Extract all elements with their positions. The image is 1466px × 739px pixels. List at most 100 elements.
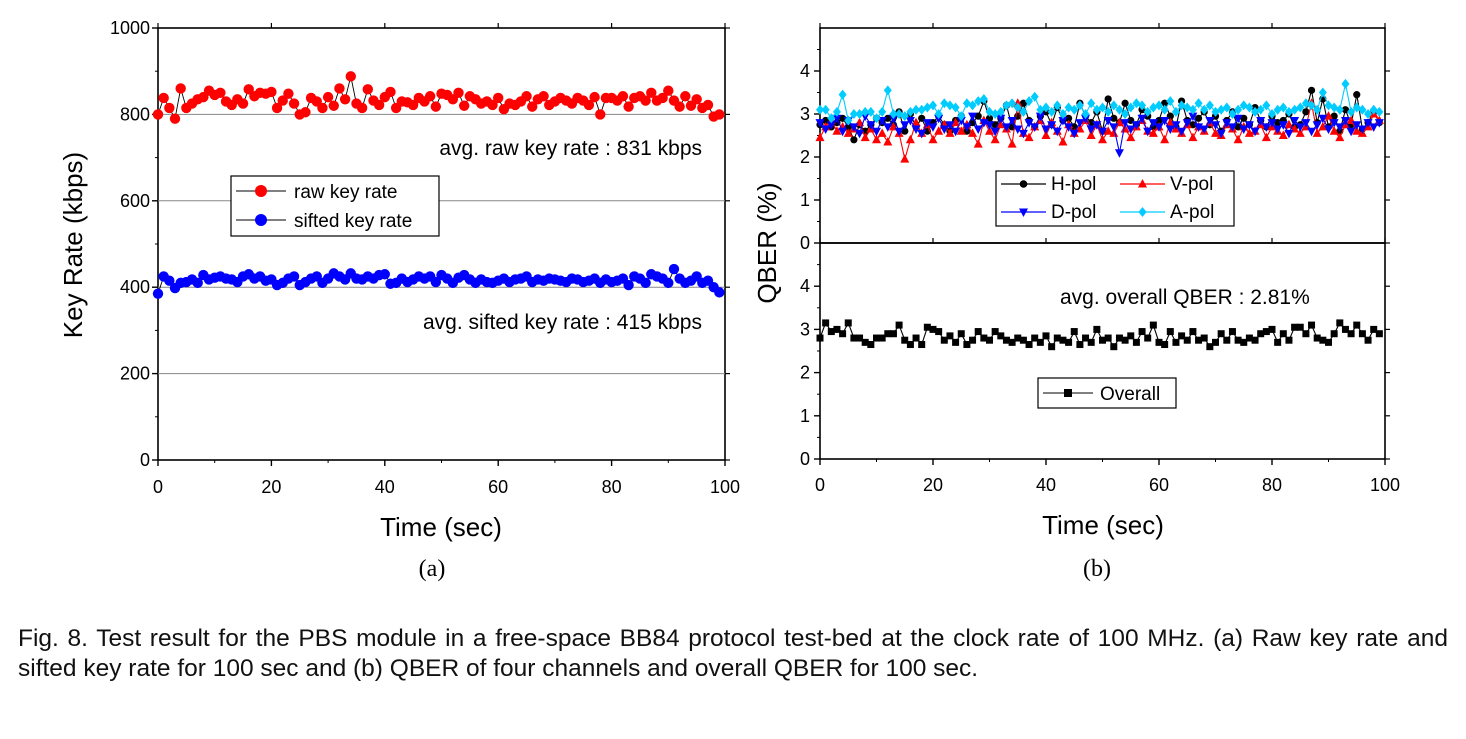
data-point <box>1019 99 1027 107</box>
data-point <box>1109 100 1118 111</box>
data-point <box>663 277 674 289</box>
legend-marker <box>1019 208 1028 217</box>
data-point <box>1036 338 1044 346</box>
data-point <box>1155 338 1163 346</box>
data-point <box>1075 119 1085 128</box>
overall-avg-annotation: avg. overall QBER : 2.81% <box>1060 286 1310 309</box>
data-point <box>1024 119 1034 128</box>
panel-a-key-rate-chart: 0 200 400 600 800 1000 0 20 40 60 80 100 avg. raw k… <box>58 18 740 582</box>
data-point <box>986 336 993 344</box>
data-point <box>1019 336 1027 344</box>
data-point <box>328 100 339 111</box>
legend-overall-marker <box>1064 389 1072 397</box>
panel-b-lower-frame <box>819 242 1386 460</box>
y-tick-label: 2 <box>800 363 810 383</box>
data-point <box>1262 100 1271 111</box>
data-point <box>1126 125 1136 135</box>
data-point <box>917 129 927 139</box>
data-point <box>990 134 1000 144</box>
data-point <box>1103 116 1113 126</box>
data-point <box>283 88 294 99</box>
data-point <box>1375 330 1383 338</box>
data-point <box>1290 116 1300 126</box>
data-point <box>980 334 988 342</box>
y-tick-label: 1 <box>800 190 810 210</box>
data-point <box>1047 106 1056 117</box>
data-point <box>680 91 691 102</box>
data-point <box>1295 123 1305 132</box>
data-point <box>877 128 887 137</box>
data-point <box>1007 116 1017 126</box>
data-point <box>1069 129 1079 139</box>
panel-a-xlabel: Time (sec) <box>380 512 502 542</box>
data-point <box>1110 114 1118 122</box>
data-point <box>935 328 943 336</box>
data-point <box>974 328 982 336</box>
data-point <box>595 109 606 120</box>
data-point <box>1341 106 1350 114</box>
data-point <box>1222 119 1232 128</box>
data-point <box>821 125 831 135</box>
data-point <box>1165 125 1175 135</box>
raw-avg-annotation: avg. raw key rate : 831 kbps <box>439 137 702 160</box>
data-point <box>623 279 634 291</box>
data-point <box>906 341 914 349</box>
data-point <box>856 334 864 342</box>
data-point <box>1081 114 1091 124</box>
data-point <box>164 275 175 286</box>
x-tick-label: 100 <box>1370 475 1400 495</box>
data-point <box>1148 128 1158 137</box>
data-point <box>243 84 254 95</box>
data-point <box>668 263 680 275</box>
data-point <box>1115 104 1124 115</box>
data-point <box>1065 114 1073 122</box>
data-point <box>1025 341 1033 349</box>
data-point <box>1070 104 1079 115</box>
data-point <box>878 334 886 342</box>
y-tick-label: 1000 <box>110 18 150 38</box>
data-point <box>838 89 847 100</box>
data-point <box>1171 106 1180 117</box>
data-point <box>985 126 994 135</box>
data-point <box>1335 132 1345 142</box>
data-point <box>1228 328 1236 336</box>
data-point <box>1330 330 1338 338</box>
data-point <box>877 116 887 126</box>
legend-marker-v-pol <box>1138 179 1147 188</box>
x-tick-label: 40 <box>375 477 395 497</box>
x-tick-label: 60 <box>488 477 508 497</box>
data-point <box>1240 338 1248 346</box>
x-tick-label: 0 <box>815 475 825 495</box>
data-point <box>940 336 948 344</box>
data-point <box>1110 343 1118 351</box>
x-tick-label: 0 <box>153 477 163 497</box>
data-point <box>1081 109 1090 119</box>
panel-b-lower-legend: Overall <box>1037 377 1177 409</box>
data-point <box>487 99 498 111</box>
data-point <box>911 125 921 135</box>
data-point <box>951 127 961 137</box>
panel-a-legend: raw key rate sifted key rate <box>230 175 440 237</box>
data-point <box>640 277 651 289</box>
data-point <box>623 101 634 112</box>
data-point <box>833 325 841 333</box>
data-point <box>589 91 600 103</box>
data-point <box>1307 127 1317 137</box>
data-point <box>317 102 328 114</box>
data-point <box>1257 330 1265 338</box>
data-point <box>1115 334 1123 342</box>
data-point <box>1143 127 1153 137</box>
data-point <box>1340 116 1350 126</box>
data-point <box>1166 96 1175 107</box>
data-point <box>1031 334 1039 342</box>
data-point <box>844 115 853 126</box>
data-point <box>1274 119 1282 127</box>
data-point <box>923 323 931 331</box>
data-point <box>288 271 300 282</box>
data-point <box>617 91 629 102</box>
data-point <box>215 87 226 99</box>
data-point <box>1013 102 1022 113</box>
x-tick-label: 80 <box>602 477 622 497</box>
data-point <box>362 84 373 95</box>
data-point <box>1188 112 1198 122</box>
